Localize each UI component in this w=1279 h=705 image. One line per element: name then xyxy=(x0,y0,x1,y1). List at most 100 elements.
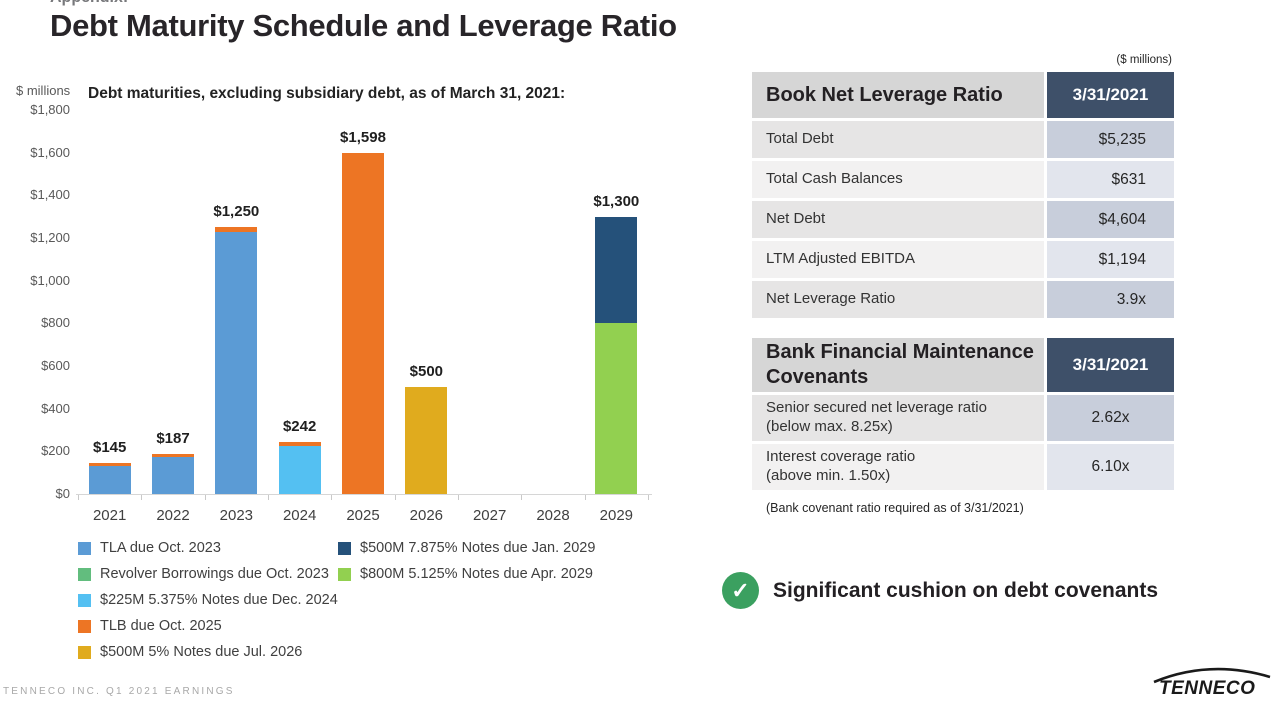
table-row: Total Cash Balances $631 xyxy=(752,161,1174,198)
bar-total-label: $1,300 xyxy=(593,192,640,210)
bar-total-label: $187 xyxy=(156,430,190,448)
x-tick-label: 2027 xyxy=(472,507,507,524)
y-tick-label: $400 xyxy=(41,400,70,416)
row-label-line1: Senior secured net leverage ratio xyxy=(766,399,987,417)
bar-segment xyxy=(152,457,194,494)
chart-title: Debt maturities, excluding subsidiary de… xyxy=(88,85,566,102)
legend-swatch xyxy=(78,619,91,633)
row-value: $1,194 xyxy=(1047,241,1174,278)
bar-segment xyxy=(342,153,384,494)
table-unit-note: ($ millions) xyxy=(1116,54,1172,66)
callout-text: Significant cushion on debt covenants xyxy=(773,578,1159,602)
legend-label: $500M 5% Notes due Jul. 2026 xyxy=(100,644,303,660)
logo-text: TENNECO xyxy=(1159,678,1255,698)
bar-total-label: $500 xyxy=(409,363,444,381)
y-tick-label: $200 xyxy=(41,443,70,459)
table-header-date: 3/31/2021 xyxy=(1047,72,1174,118)
y-tick-label: $800 xyxy=(41,315,70,331)
row-value: 2.62x xyxy=(1047,395,1174,441)
row-label-line2: (below max. 8.25x) xyxy=(766,418,893,435)
table-header-label: Book Net Leverage Ratio xyxy=(752,72,1044,118)
bar-segment xyxy=(215,227,258,232)
row-label-line1: Interest coverage ratio xyxy=(766,448,916,466)
row-label: Interest coverage ratio (above min. 1.50x… xyxy=(752,444,1044,490)
x-tick-label: 2025 xyxy=(346,507,380,524)
legend-item: $800M 5.125% Notes due Apr. 2029 xyxy=(338,566,595,582)
chart-legend-column-2: $500M 7.875% Notes due Jan. 2029 $800M 5.… xyxy=(338,540,595,582)
row-label: Net Leverage Ratio xyxy=(752,281,1044,318)
x-tickmark xyxy=(458,495,459,500)
appendix-label: Appendix: xyxy=(50,0,128,7)
bar-segment xyxy=(88,463,131,467)
legend-label: $225M 5.375% Notes due Dec. 2024 xyxy=(100,592,338,608)
y-tick-label: $1,400 xyxy=(30,187,70,203)
y-tick-label: $1,600 xyxy=(30,144,70,160)
bar-segment xyxy=(152,454,194,458)
legend-label: TLA due Oct. 2023 xyxy=(100,540,221,556)
slide-footer: TENNECO INC. Q1 2021 EARNINGS xyxy=(3,686,235,697)
legend-swatch xyxy=(78,593,91,607)
row-value: 3.9x xyxy=(1047,281,1174,318)
chart-legend-column-1: TLA due Oct. 2023 Revolver Borrowings due… xyxy=(78,540,338,660)
row-label: Total Debt xyxy=(752,121,1044,158)
y-tick-label: $600 xyxy=(41,358,70,373)
x-tick-label: 2026 xyxy=(409,507,444,524)
page-title: Debt Maturity Schedule and Leverage Rati… xyxy=(50,8,677,43)
row-value: $5,235 xyxy=(1047,121,1174,158)
row-value: $4,604 xyxy=(1047,201,1174,238)
check-circle-icon: ✓ xyxy=(722,572,759,609)
x-tick-label: 2024 xyxy=(282,507,317,524)
legend-swatch xyxy=(78,567,91,581)
bar-total-label: $1,598 xyxy=(340,129,386,147)
x-axis-line xyxy=(76,494,652,495)
x-tickmark xyxy=(584,495,586,500)
row-label: Total Cash Balances xyxy=(752,161,1044,198)
bar-segment xyxy=(88,466,131,494)
x-tickmark xyxy=(78,495,79,500)
callout: ✓ Significant cushion on debt covenants xyxy=(722,572,1158,609)
table-row: Interest coverage ratio (above min. 1.50x… xyxy=(752,444,1174,490)
legend-label: Revolver Borrowings due Oct. 2023 xyxy=(100,566,329,582)
x-tickmark xyxy=(141,495,143,500)
table-row: LTM Adjusted EBITDA $1,194 xyxy=(752,241,1174,278)
x-tickmark xyxy=(331,495,333,500)
y-tick-label: $0 xyxy=(55,486,70,501)
legend-swatch xyxy=(78,645,91,659)
bar-segment xyxy=(595,216,638,324)
x-tickmark xyxy=(648,495,649,500)
x-tick-label: 2021 xyxy=(92,507,127,524)
bar-total-label: $145 xyxy=(92,439,127,457)
table-row: Total Debt $5,235 xyxy=(752,121,1174,158)
x-tickmark xyxy=(521,495,523,500)
legend-item: $500M 7.875% Notes due Jan. 2029 xyxy=(338,540,595,556)
row-label: Net Debt xyxy=(752,201,1044,238)
legend-item: $500M 5% Notes due Jul. 2026 xyxy=(78,644,338,660)
row-value: $631 xyxy=(1047,161,1174,198)
table-row: Net Leverage Ratio 3.9x xyxy=(752,281,1174,318)
table-header-label: Bank Financial Maintenance Covenants xyxy=(752,338,1044,392)
y-axis-unit-label: $ millions xyxy=(16,83,71,98)
row-value: 6.10x xyxy=(1047,444,1174,490)
bank-covenants-table: Bank Financial Maintenance Covenants 3/31… xyxy=(752,338,1174,490)
legend-item: Revolver Borrowings due Oct. 2023 xyxy=(78,566,338,582)
bar-segment xyxy=(278,442,321,446)
table-row: Senior secured net leverage ratio (below … xyxy=(752,395,1174,441)
x-tick-label: 2029 xyxy=(599,507,634,524)
row-label: Senior secured net leverage ratio (below … xyxy=(752,395,1044,441)
x-tickmark xyxy=(394,495,396,500)
legend-item: $225M 5.375% Notes due Dec. 2024 xyxy=(78,592,338,608)
legend-swatch xyxy=(338,567,351,581)
plot-area: $145 $187 $1,250 $242 $1,598 $500 $1,300 xyxy=(78,110,648,494)
row-label-line2: (above min. 1.50x) xyxy=(766,467,891,484)
bar-segment xyxy=(595,323,638,494)
table-header-date: 3/31/2021 xyxy=(1047,338,1174,392)
y-tick-label: $1,800 xyxy=(30,102,70,117)
legend-swatch xyxy=(78,541,91,555)
y-tick-label: $1,000 xyxy=(30,272,70,288)
legend-item: TLA due Oct. 2023 xyxy=(78,540,338,556)
logo-swoosh-icon xyxy=(1153,667,1271,684)
legend-label: TLB due Oct. 2025 xyxy=(100,618,222,634)
x-tickmark xyxy=(268,495,269,500)
legend-label: $800M 5.125% Notes due Apr. 2029 xyxy=(360,566,593,582)
